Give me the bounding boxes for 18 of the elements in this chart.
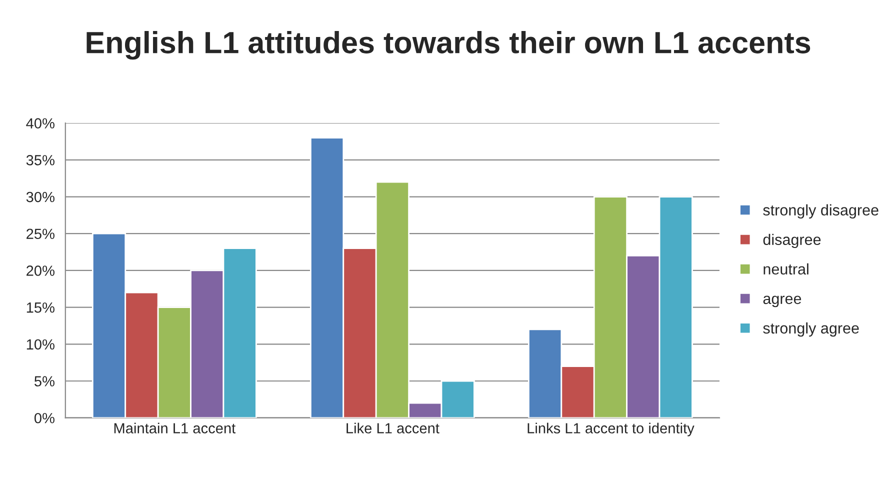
y-tick-label: 30% (26, 192, 54, 202)
y-tick-label: 40% (26, 118, 54, 128)
x-tick-label: Like L1 accent (346, 422, 440, 434)
y-tick-label: 25% (26, 228, 54, 240)
legend-label: agree (763, 296, 802, 308)
y-tick-label: 0% (34, 412, 54, 424)
y-tick-label: 35% (26, 155, 54, 166)
y-tick-label: 15% (26, 302, 54, 313)
y-tick-label: 10% (26, 339, 54, 350)
chart-title: English L1 attitudes towards their own L1 accents (86, 31, 810, 60)
legend-label: strongly agree (763, 322, 859, 337)
legend-label: strongly disagree (763, 204, 878, 219)
y-tick-label: 20% (26, 266, 54, 276)
x-tick-label: Maintain L1 accent (114, 422, 236, 434)
y-tick-label: 5% (34, 376, 54, 386)
legend-label: disagree (763, 234, 821, 248)
x-tick-label: Links L1 accent to identity (528, 422, 694, 436)
legend-label: neutral (764, 263, 808, 275)
